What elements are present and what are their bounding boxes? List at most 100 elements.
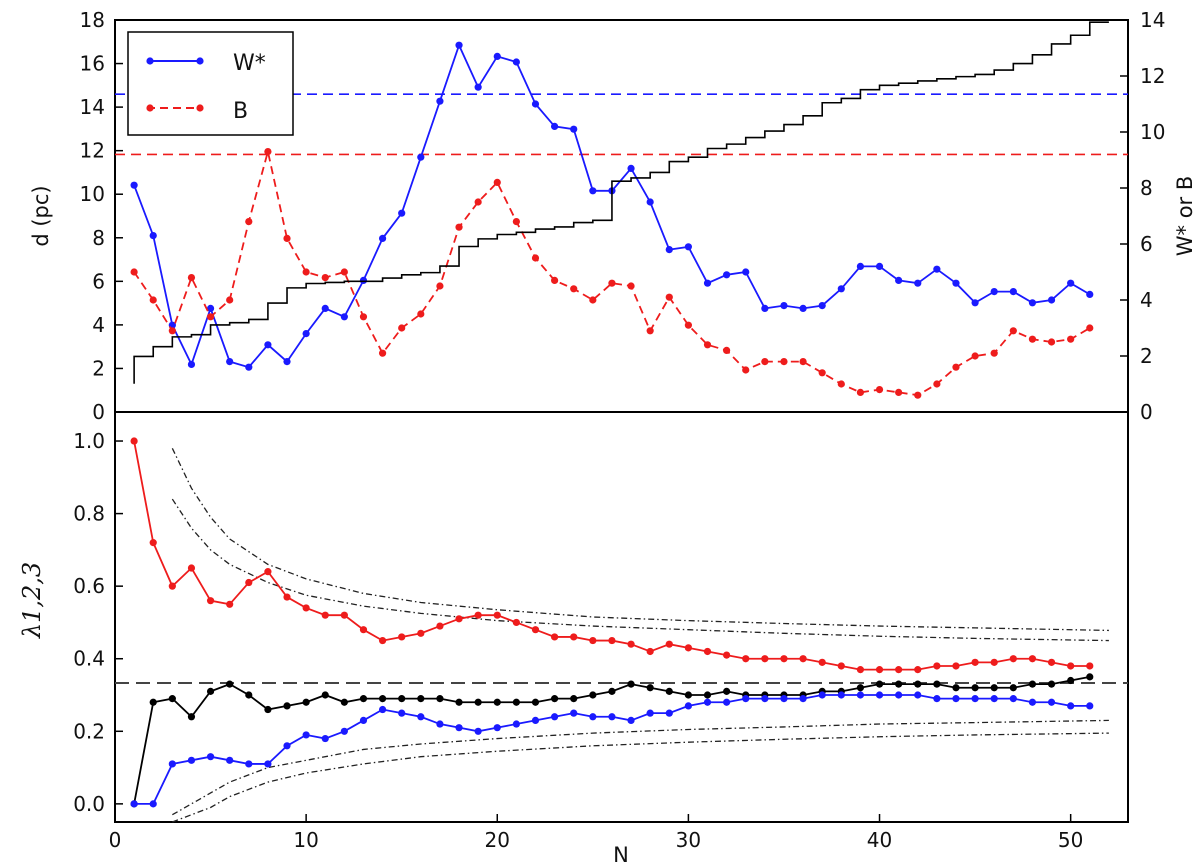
lambda3-point — [417, 713, 425, 721]
b-point — [1067, 335, 1075, 343]
wstar-point — [742, 268, 750, 276]
lambda3-point — [933, 695, 941, 703]
b-point — [665, 293, 673, 301]
bottom-plot-frame — [114, 411, 1129, 823]
lambda3-point — [703, 698, 712, 706]
lambda3-point — [455, 724, 463, 732]
lambda1-point — [837, 662, 845, 670]
b-point — [1086, 324, 1094, 332]
lambda3-point — [187, 756, 196, 764]
lambda3-point — [570, 709, 578, 717]
lambda2-point — [875, 680, 884, 688]
reference-curve — [172, 732, 1109, 823]
wstar-point — [302, 330, 310, 338]
wstar-point — [665, 246, 673, 254]
bottom-left-tick-label: 0.0 — [73, 792, 105, 816]
lambda1-point — [914, 666, 922, 674]
b-point — [990, 349, 998, 357]
lambda3-point — [359, 716, 368, 725]
lambda2-point — [608, 687, 616, 695]
lambda1-point — [1047, 658, 1056, 666]
wstar-point — [359, 276, 368, 284]
b-point — [914, 391, 922, 399]
wstar-point — [780, 302, 788, 310]
b-point — [398, 324, 406, 332]
b-point — [952, 363, 960, 371]
lambda2-point — [455, 698, 463, 706]
lambda1-point — [321, 611, 329, 619]
wstar-point — [875, 262, 884, 270]
lambda3-point — [589, 713, 597, 721]
wstar-point — [321, 304, 329, 312]
bottom-left-tick-label: 1.0 — [73, 429, 105, 453]
wstar-point — [531, 100, 540, 108]
b-point — [359, 313, 368, 321]
b-point — [589, 296, 597, 304]
lambda3-point — [761, 695, 769, 703]
reference-curve — [171, 498, 1109, 642]
lambda2-point — [264, 705, 272, 714]
lambda2-point — [1086, 673, 1094, 681]
lambda2-point — [493, 698, 501, 706]
lambda2-point — [206, 687, 215, 695]
lambda2-series-line — [133, 675, 1090, 805]
top-left-tick-label: 6 — [92, 269, 105, 293]
lambda1-point — [589, 636, 597, 645]
wstar-point — [1009, 288, 1017, 296]
lambda2-point — [952, 684, 960, 692]
lambda1-series-line — [133, 440, 1090, 671]
lambda2-point — [856, 684, 865, 692]
b-point — [493, 178, 501, 186]
wstar-point — [340, 313, 348, 321]
b-point — [1028, 335, 1037, 343]
b-point — [933, 380, 941, 388]
x-axis-ticks: 0 10 20 30 40 50 — [109, 814, 1083, 852]
b-point — [780, 358, 788, 366]
lambda1-point — [149, 539, 157, 547]
wstar-point — [703, 279, 712, 287]
b-point — [818, 369, 826, 377]
lambda3-point — [646, 709, 654, 717]
distance-step-line — [133, 21, 1109, 384]
lambda2-point — [990, 684, 998, 692]
lambda1-point — [780, 655, 788, 663]
wstar-point — [627, 164, 635, 172]
wstar-point — [417, 153, 425, 161]
wstar-point — [952, 279, 960, 287]
reference-curve — [172, 719, 1109, 816]
legend-box — [127, 31, 294, 136]
lambda2-point — [512, 698, 520, 706]
lambda1-point — [608, 636, 616, 645]
lambda2-point — [703, 691, 712, 699]
wstar-point — [1067, 279, 1075, 287]
top-right-tick-label: 14 — [1140, 8, 1165, 32]
lambda1-point — [1009, 655, 1017, 663]
top-right-tick-label: 8 — [1140, 176, 1153, 200]
wstar-point — [436, 97, 444, 105]
wstar-point — [818, 302, 826, 310]
top-right-tick-label: 4 — [1140, 288, 1153, 312]
lambda2-point — [895, 680, 903, 688]
wstar-point — [149, 232, 157, 240]
lambda3-point — [531, 716, 540, 725]
b-series-line — [133, 151, 1091, 397]
b-point — [512, 218, 520, 226]
top-left-axis-ticks: 0 2 4 6 8 10 12 14 16 18 — [80, 8, 123, 424]
top-left-axis-label: d (pc) — [29, 185, 53, 246]
bottom-left-tick-label: 0.6 — [73, 574, 105, 598]
b-point — [245, 218, 253, 226]
top-panel: 0 2 4 6 8 10 12 14 16 18 0 2 4 6 8 10 12 14 d (pc) W* or… — [29, 8, 1197, 424]
lambda1-point — [971, 658, 979, 666]
wstar-point — [1086, 290, 1094, 298]
b-point — [321, 274, 329, 282]
wstar-point — [1028, 299, 1037, 307]
lambda1-point — [856, 666, 865, 674]
b-point — [264, 148, 272, 156]
b-point — [856, 388, 865, 396]
lambda1-point — [990, 658, 998, 666]
lambda1-point — [551, 633, 559, 641]
b-point — [761, 358, 769, 366]
top-left-tick-label: 2 — [92, 356, 105, 380]
bottom-left-tick-label: 0.4 — [73, 647, 105, 671]
